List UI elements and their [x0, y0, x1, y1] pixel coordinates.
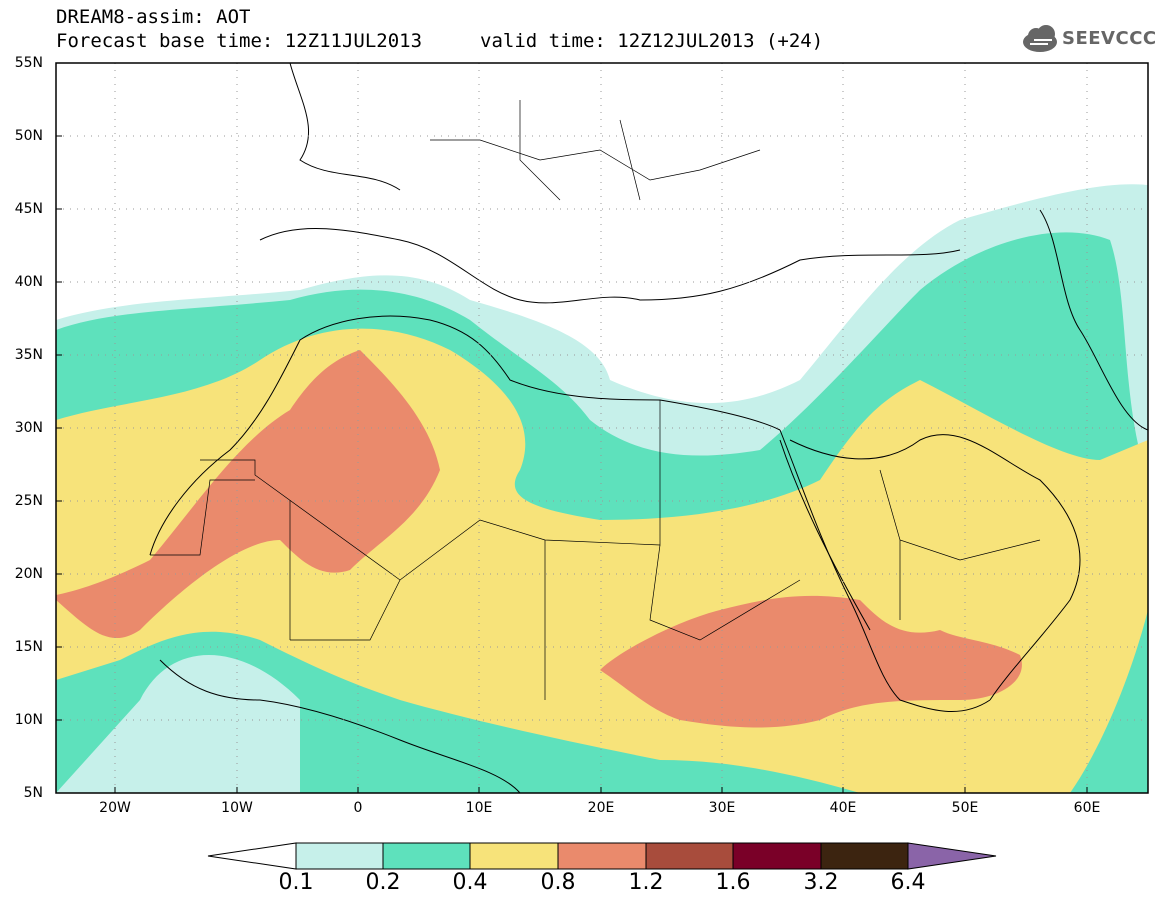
colorbar-label: 0.8	[540, 870, 576, 895]
border-lines-arabia	[879, 469, 1041, 620]
colorbar-label: 0.4	[452, 870, 488, 895]
colorbar-seg-6	[732, 842, 822, 870]
map-title: DREAM8-assim: AOT	[56, 6, 251, 28]
coast-arabia	[789, 434, 1081, 701]
lon-label: 60E	[1073, 800, 1101, 816]
colorbar-label: 6.4	[890, 870, 926, 895]
logo-text: SEEVCCC	[1062, 28, 1157, 49]
coast-guinea	[159, 659, 521, 793]
lon-label: 10W	[221, 800, 253, 816]
colorbar-seg-7	[820, 842, 909, 870]
colorbar-label: 0.2	[365, 870, 401, 895]
coast-east-africa	[779, 429, 991, 713]
lon-label: 30E	[708, 800, 736, 816]
border-lines-europe	[430, 100, 761, 201]
coast-europe-north	[289, 63, 401, 191]
colorbar-over	[907, 842, 997, 870]
colorbar-seg-4	[557, 842, 647, 870]
coast-red-sea	[779, 439, 871, 631]
border-lines-sahel	[290, 540, 801, 700]
coast-europe	[259, 228, 961, 304]
lon-label: 50E	[951, 800, 979, 816]
colorbar	[207, 842, 997, 870]
lat-label: 45N	[14, 201, 43, 217]
lat-label: 10N	[14, 712, 43, 728]
lat-label: 25N	[14, 493, 43, 509]
aot-band-0.8-west	[56, 350, 440, 639]
lon-label: 40E	[829, 800, 857, 816]
aot-band-0.8-east	[600, 595, 1022, 728]
lat-label: 35N	[14, 347, 43, 363]
colorbar-label: 1.2	[628, 870, 664, 895]
lon-label: 20E	[587, 800, 615, 816]
colorbar-label: 3.2	[803, 870, 839, 895]
lat-label: 40N	[14, 274, 43, 290]
coast-caspian	[1039, 209, 1148, 431]
colorbar-seg-2	[382, 842, 471, 870]
lon-label: 10E	[465, 800, 493, 816]
border-lines-sahara	[150, 400, 661, 640]
aot-field	[56, 63, 1148, 793]
valid-time: valid time: 12Z12JUL2013 (+24)	[480, 30, 824, 52]
colorbar-seg-3	[469, 842, 559, 870]
lat-label: 50N	[14, 128, 43, 144]
colorbar-seg-1	[295, 842, 384, 870]
lat-label: 20N	[14, 566, 43, 582]
lat-label: 30N	[14, 420, 43, 436]
colorbar-under	[207, 842, 297, 870]
colorbar-label: 1.6	[715, 870, 751, 895]
colorbar-seg-5	[645, 842, 734, 870]
lat-label: 55N	[14, 55, 43, 71]
lat-label: 5N	[23, 785, 43, 801]
forecast-base-time: Forecast base time: 12Z11JUL2013	[56, 30, 423, 52]
cloud-icon	[1023, 25, 1057, 52]
lat-label: 15N	[14, 639, 43, 655]
colorbar-label: 0.1	[278, 870, 314, 895]
lon-label: 0	[353, 800, 363, 816]
lon-label: 20W	[99, 800, 131, 816]
